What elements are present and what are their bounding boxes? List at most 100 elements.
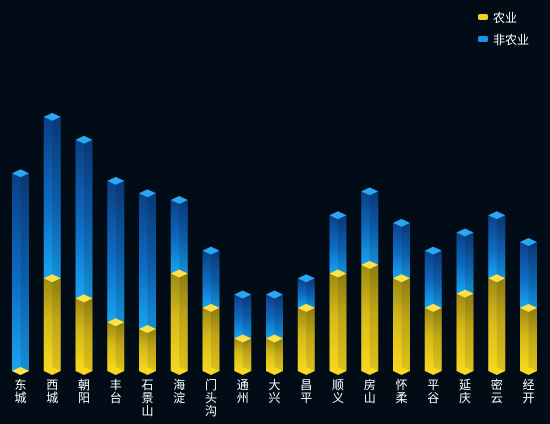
bar-non-agriculture-cap-15 xyxy=(488,211,506,220)
bar-bottom-cap-5 xyxy=(170,367,188,375)
x-tick-label-6: 门头沟 xyxy=(205,377,217,418)
bar-non-agriculture-cap-5 xyxy=(170,195,188,204)
bar-bottom-cap-8 xyxy=(266,367,283,375)
x-tick-label-0: 东城 xyxy=(14,378,26,405)
bar-non-agriculture-cap-4 xyxy=(139,189,156,198)
bar-bottom-cap-2 xyxy=(75,367,93,375)
bar-non-agriculture-1[interactable] xyxy=(43,116,61,279)
bar-non-agriculture-11[interactable] xyxy=(361,191,379,265)
bar-non-agriculture-shade-8 xyxy=(274,294,283,339)
bar-non-agriculture-cap-6 xyxy=(202,246,220,255)
bar-agriculture-shade-14 xyxy=(465,293,474,371)
bar-non-agriculture-shade-12 xyxy=(401,222,410,279)
bar-agriculture-3[interactable] xyxy=(107,322,125,371)
bar-non-agriculture-cap-11 xyxy=(361,187,379,196)
bar-non-agriculture-8[interactable] xyxy=(266,294,283,339)
bar-agriculture-11[interactable] xyxy=(361,264,379,371)
bar-agriculture-cap-3 xyxy=(107,318,125,327)
bar-agriculture-cap-8 xyxy=(266,334,283,343)
bar-agriculture-shade-12 xyxy=(401,278,410,371)
bar-non-agriculture-shade-10 xyxy=(338,215,347,274)
bar-bottom-cap-13 xyxy=(424,367,442,375)
bar-agriculture-16[interactable] xyxy=(520,307,537,371)
bar-non-agriculture-shade-0 xyxy=(20,173,29,371)
bar-non-agriculture-2[interactable] xyxy=(75,139,93,299)
bar-agriculture-shade-15 xyxy=(496,278,506,371)
bar-non-agriculture-6[interactable] xyxy=(202,250,220,308)
legend-swatch-agriculture xyxy=(478,14,488,20)
bar-non-agriculture-4[interactable] xyxy=(139,193,156,329)
bar-bottom-cap-15 xyxy=(488,367,506,375)
legend-item-non-agriculture[interactable]: 非农业 xyxy=(478,28,548,50)
bar-non-agriculture-shade-14 xyxy=(465,232,474,294)
bar-non-agriculture-shade-9 xyxy=(306,278,315,308)
bar-non-agriculture-14[interactable] xyxy=(456,232,474,294)
bar-non-agriculture-16[interactable] xyxy=(520,242,537,308)
bar-agriculture-4[interactable] xyxy=(139,328,156,371)
bar-bottom-cap-1 xyxy=(43,367,61,375)
bar-agriculture-2[interactable] xyxy=(75,298,93,371)
bar-non-agriculture-0[interactable] xyxy=(12,173,29,371)
bar-non-agriculture-12[interactable] xyxy=(393,222,410,279)
bar-agriculture-cap-5 xyxy=(170,269,188,278)
bar-non-agriculture-shade-1 xyxy=(52,116,61,279)
bar-bottom-cap-6 xyxy=(202,367,220,375)
bar-agriculture-12[interactable] xyxy=(393,278,410,371)
bar-agriculture-cap-4 xyxy=(139,324,156,333)
bar-agriculture-cap-1 xyxy=(43,274,61,283)
x-tick-label-3: 丰台 xyxy=(110,378,122,405)
bar-agriculture-cap-7 xyxy=(234,334,252,343)
x-tick-label-5: 海淀 xyxy=(173,377,185,405)
bar-non-agriculture-cap-16 xyxy=(520,238,537,246)
bar-non-agriculture-shade-7 xyxy=(242,294,252,339)
bar-agriculture-shade-4 xyxy=(147,328,156,371)
bar-agriculture-shade-8 xyxy=(274,338,283,371)
bar-bottom-cap-16 xyxy=(520,367,537,375)
x-tick-label-8: 大兴 xyxy=(268,378,280,405)
bar-non-agriculture-13[interactable] xyxy=(424,250,442,308)
bar-agriculture-cap-11 xyxy=(361,260,379,269)
bar-agriculture-7[interactable] xyxy=(234,338,252,371)
bar-bottom-cap-12 xyxy=(393,367,410,375)
bar-non-agriculture-15[interactable] xyxy=(488,215,506,279)
bar-agriculture-1[interactable] xyxy=(43,278,61,371)
bar-non-agriculture-10[interactable] xyxy=(329,215,347,274)
bar-non-agriculture-9[interactable] xyxy=(297,278,315,308)
x-tick-label-10: 顺义 xyxy=(332,378,344,405)
bar-non-agriculture-3[interactable] xyxy=(107,180,125,323)
bar-non-agriculture-shade-11 xyxy=(369,191,379,265)
bar-agriculture-shade-11 xyxy=(369,264,379,371)
bar-agriculture-8[interactable] xyxy=(266,338,283,371)
bar-non-agriculture-cap-3 xyxy=(107,176,125,185)
bar-bottom-cap-10 xyxy=(329,367,347,375)
bar-non-agriculture-cap-1 xyxy=(43,112,61,121)
bar-agriculture-13[interactable] xyxy=(424,307,442,371)
bar-agriculture-5[interactable] xyxy=(170,273,188,371)
bar-non-agriculture-cap-9 xyxy=(297,274,315,283)
bar-agriculture-10[interactable] xyxy=(329,273,347,371)
bar-bottom-cap-4 xyxy=(139,367,156,375)
bar-agriculture-shade-10 xyxy=(338,273,347,371)
bar-non-agriculture-shade-5 xyxy=(179,199,188,274)
legend-item-agriculture[interactable]: 农业 xyxy=(478,6,548,28)
bar-non-agriculture-cap-2 xyxy=(75,135,93,144)
bar-non-agriculture-cap-12 xyxy=(393,218,410,227)
bar-agriculture-6[interactable] xyxy=(202,307,220,371)
legend: 农业 非农业 xyxy=(478,6,548,50)
bar-non-agriculture-7[interactable] xyxy=(234,294,252,339)
bar-agriculture-9[interactable] xyxy=(297,307,315,371)
bars-layer xyxy=(12,112,537,375)
bar-agriculture-cap-15 xyxy=(488,274,506,283)
bar-non-agriculture-cap-8 xyxy=(266,290,283,299)
bar-agriculture-shade-3 xyxy=(115,322,125,371)
bar-agriculture-shade-7 xyxy=(242,338,252,371)
bar-agriculture-15[interactable] xyxy=(488,278,506,371)
bar-non-agriculture-shade-13 xyxy=(433,250,442,308)
bar-agriculture-shade-16 xyxy=(528,307,537,371)
bar-agriculture-14[interactable] xyxy=(456,293,474,371)
bar-non-agriculture-5[interactable] xyxy=(170,199,188,274)
bar-non-agriculture-shade-4 xyxy=(147,193,156,329)
